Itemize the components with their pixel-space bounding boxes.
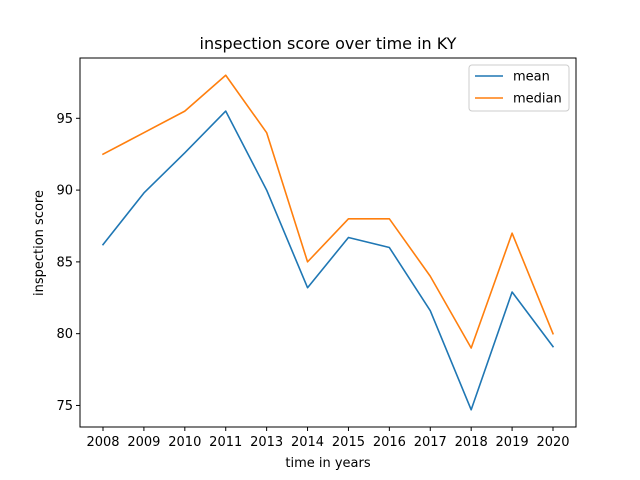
x-axis: 2008 2009 2010 2011 2013 2014 2015 2016 2017 2018… <box>86 427 570 450</box>
series-line-median <box>101 74 555 349</box>
y-tick-label: 90 <box>56 184 73 199</box>
x-tick-label: 2014 <box>291 435 324 450</box>
x-tick-label: 2011 <box>209 435 242 450</box>
x-axis-label: time in years <box>285 456 370 471</box>
x-tick-label: 2018 <box>455 435 488 450</box>
legend: mean median <box>468 64 570 112</box>
legend-label-mean: mean <box>513 70 550 85</box>
x-tick-label: 2009 <box>127 435 160 450</box>
x-tick-label: 2017 <box>414 435 447 450</box>
x-tick-label: 2020 <box>536 435 569 450</box>
legend-label-median: median <box>513 92 562 107</box>
y-tick-label: 85 <box>56 255 73 270</box>
series-line-mean <box>101 110 555 411</box>
x-tick-label: 2019 <box>496 435 529 450</box>
y-tick-label: 75 <box>56 399 73 414</box>
plot-lines <box>101 74 555 411</box>
y-axis: 75 80 85 90 95 <box>56 112 80 414</box>
chart-title: inspection score over time in KY <box>200 34 457 53</box>
y-tick-label: 80 <box>56 327 73 342</box>
x-tick-label: 2015 <box>332 435 365 450</box>
x-tick-label: 2016 <box>373 435 406 450</box>
x-tick-label: 2010 <box>168 435 201 450</box>
x-tick-label: 2008 <box>86 435 119 450</box>
y-tick-label: 95 <box>56 112 73 127</box>
y-axis-label: inspection score <box>32 190 47 296</box>
plot-frame <box>79 57 577 428</box>
x-tick-label: 2013 <box>250 435 283 450</box>
